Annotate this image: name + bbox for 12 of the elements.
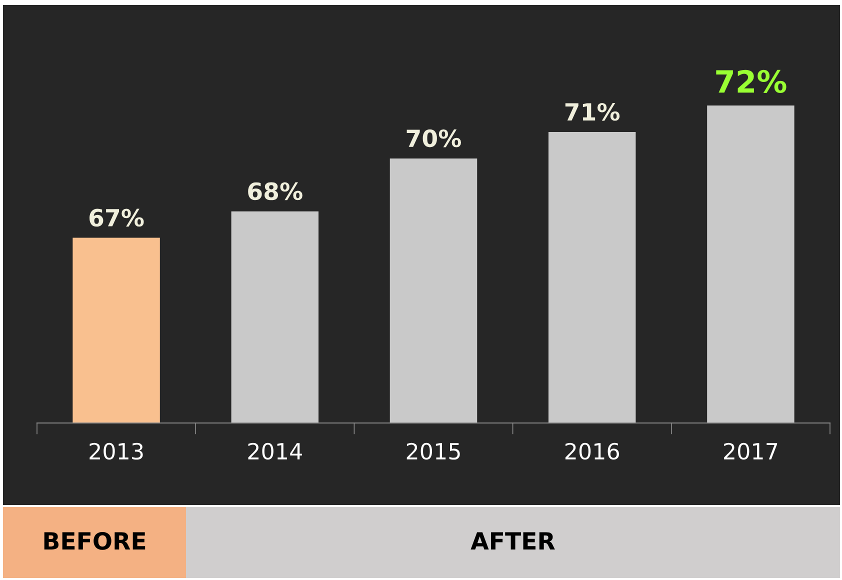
x-tick-label: 2017 — [724, 442, 778, 460]
data-label: 71% — [565, 102, 620, 121]
text: AFTER — [470, 532, 555, 550]
data-label: 68% — [248, 182, 302, 200]
x-tick-label: 2015 — [406, 442, 460, 460]
x-tick-label: 2013 — [90, 442, 143, 460]
data-label: 67% — [90, 208, 144, 227]
x-tick-label: 2014 — [248, 442, 302, 460]
data-label: 70% — [406, 129, 462, 148]
text: BEFORE — [44, 532, 146, 550]
data-label: 72% — [716, 70, 786, 93]
x-tick-label: 2016 — [565, 442, 619, 460]
